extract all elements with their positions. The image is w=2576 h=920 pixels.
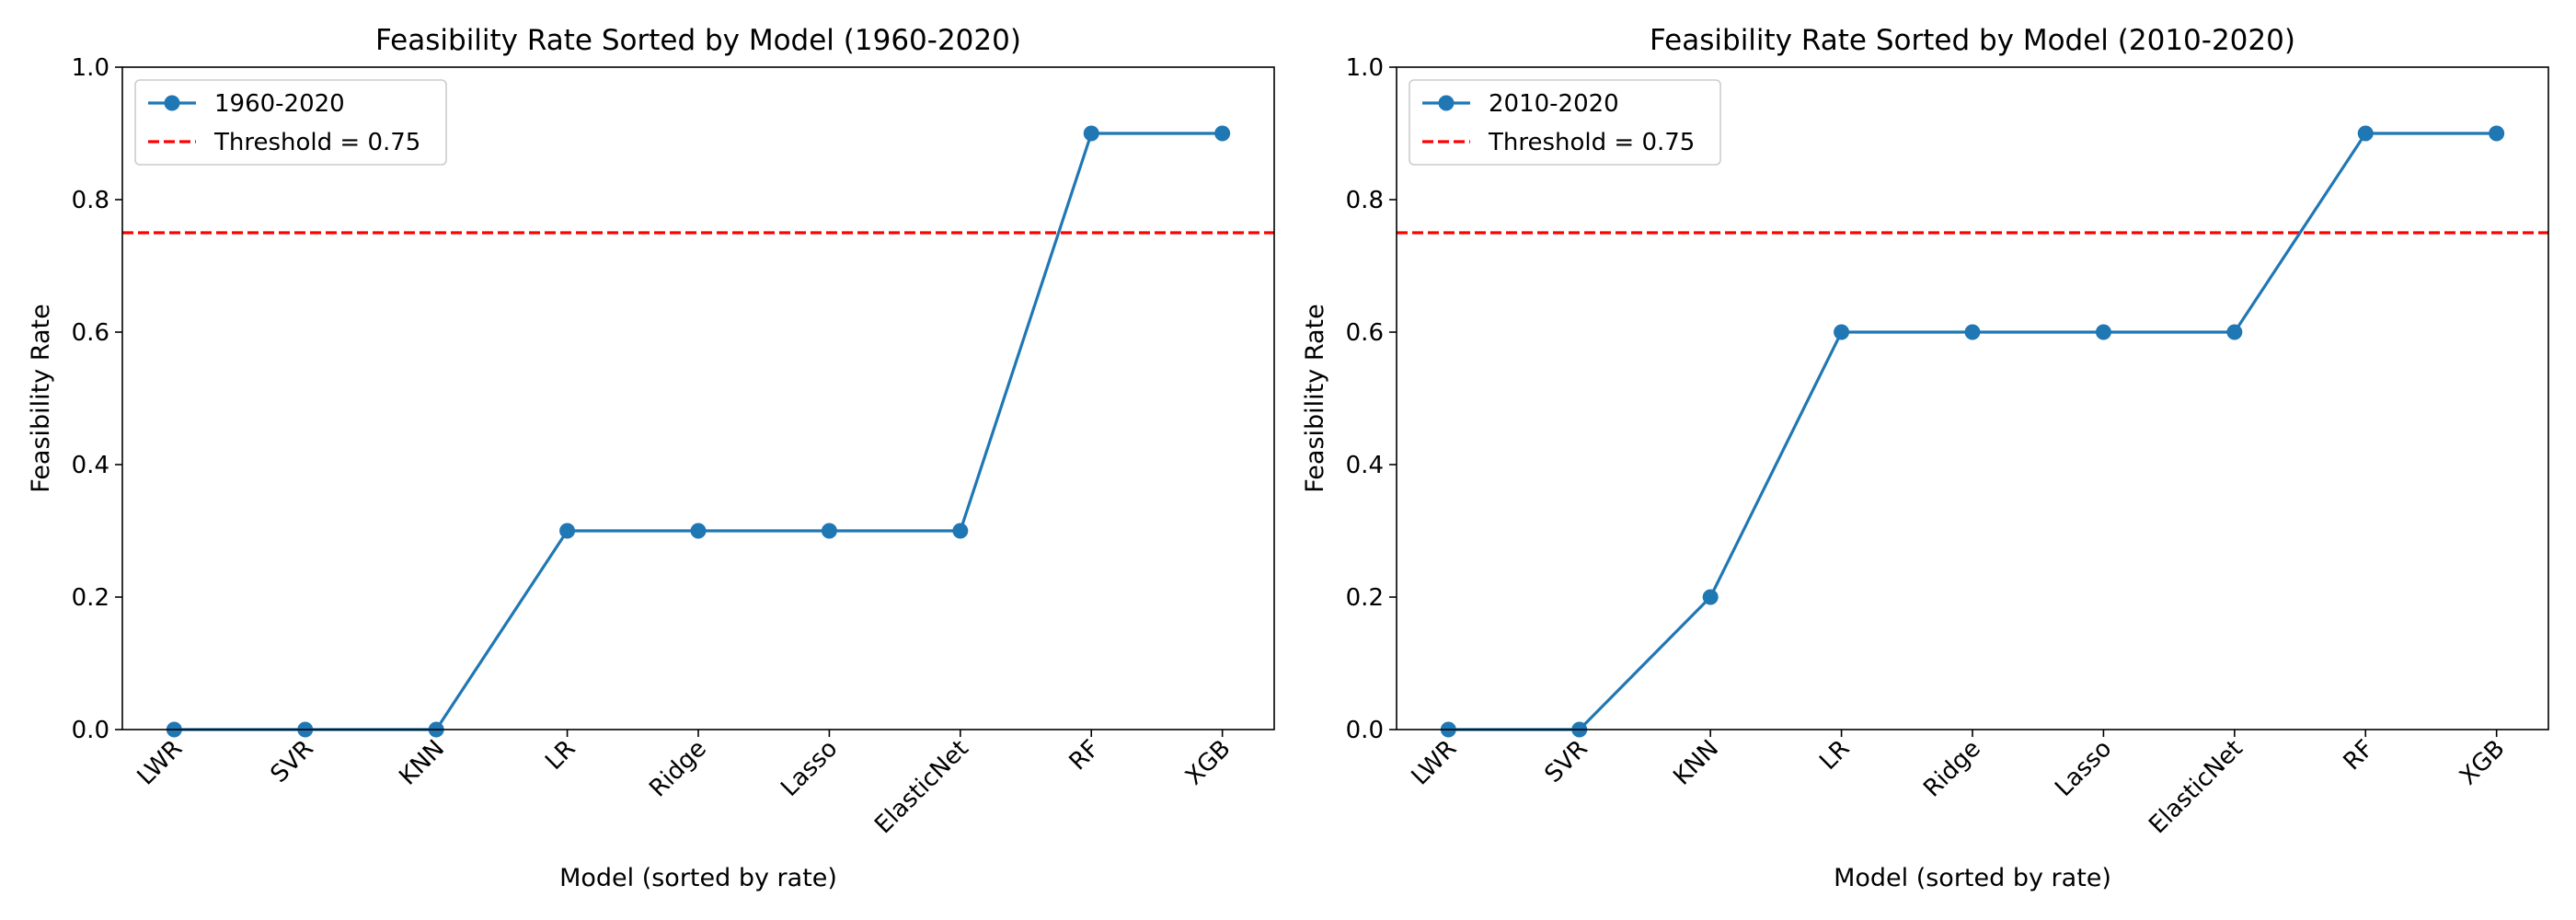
y-axis-label: Feasibility Rate	[1301, 304, 1329, 492]
legend-box	[134, 79, 447, 166]
x-tick-label: SVR	[1539, 735, 1593, 788]
data-point	[1834, 324, 1850, 340]
y-tick-label: 0.4	[72, 452, 109, 479]
x-tick-label: ElasticNet	[2144, 735, 2248, 839]
y-tick-label: 0.8	[1346, 187, 1384, 214]
legend-box	[1409, 79, 1721, 166]
x-tick-label: KNN	[1668, 735, 1724, 791]
data-point	[2357, 125, 2374, 142]
y-tick-label: 1.0	[1346, 54, 1384, 82]
legend-threshold-label: Threshold = 0.75	[1488, 129, 1695, 156]
chart-panel-2: Feasibility Rate Sorted by Model (2010-2…	[1301, 24, 2549, 892]
data-point	[2095, 324, 2111, 340]
chart-title: Feasibility Rate Sorted by Model (1960-2…	[375, 24, 1021, 57]
x-axis-label: Model (sorted by rate)	[1834, 864, 2111, 892]
x-tick-label: RF	[1064, 735, 1106, 776]
x-tick-label: SVR	[265, 735, 318, 788]
data-point	[690, 523, 707, 539]
chart-title: Feasibility Rate Sorted by Model (2010-2…	[1650, 24, 2295, 57]
x-tick-label: Ridge	[1918, 735, 1986, 803]
legend-series-label: 2010-2020	[1489, 90, 1619, 118]
data-point	[1214, 125, 1231, 142]
data-point	[1083, 125, 1099, 142]
data-point	[952, 523, 969, 539]
data-point	[1964, 324, 1981, 340]
x-tick-label: LR	[540, 735, 581, 776]
x-tick-label: ElasticNet	[869, 735, 973, 839]
y-tick-label: 0.6	[72, 319, 109, 347]
y-tick-label: 0.0	[72, 717, 109, 744]
data-point	[559, 523, 576, 539]
y-tick-label: 0.0	[1346, 717, 1384, 744]
data-point	[1702, 589, 1719, 605]
axes-frame	[1396, 66, 2549, 730]
x-tick-label: LWR	[132, 735, 189, 791]
y-tick-label: 0.4	[1346, 452, 1384, 479]
legend-series-label: 1960-2020	[214, 90, 345, 118]
y-tick-label: 0.8	[72, 187, 109, 214]
x-tick-label: Lasso	[776, 735, 843, 802]
x-tick-label: Lasso	[2050, 735, 2117, 802]
x-tick-label: Ridge	[644, 735, 712, 803]
legend-series-marker	[164, 95, 180, 111]
data-point	[2489, 125, 2505, 142]
y-tick-label: 0.2	[1346, 584, 1384, 612]
y-tick-label: 0.6	[1346, 319, 1384, 347]
data-point	[2226, 324, 2243, 340]
x-tick-label: LR	[1814, 735, 1855, 776]
x-axis-label: Model (sorted by rate)	[559, 864, 837, 892]
x-tick-label: RF	[2339, 735, 2380, 776]
axes-frame	[121, 66, 1275, 730]
legend-series-marker	[1438, 95, 1455, 111]
y-tick-label: 0.2	[72, 584, 109, 612]
y-tick-label: 1.0	[72, 54, 109, 82]
chart-panel-1: Feasibility Rate Sorted by Model (1960-2…	[27, 24, 1275, 892]
legend-threshold-label: Threshold = 0.75	[213, 129, 420, 156]
y-axis-label: Feasibility Rate	[27, 304, 55, 492]
x-tick-label: LWR	[1407, 735, 1463, 791]
series-line	[174, 132, 1223, 731]
x-tick-label: XGB	[2455, 735, 2511, 791]
data-point	[821, 523, 837, 539]
x-tick-label: XGB	[1180, 735, 1236, 791]
series-line	[1448, 132, 2497, 731]
x-tick-label: KNN	[394, 735, 450, 791]
